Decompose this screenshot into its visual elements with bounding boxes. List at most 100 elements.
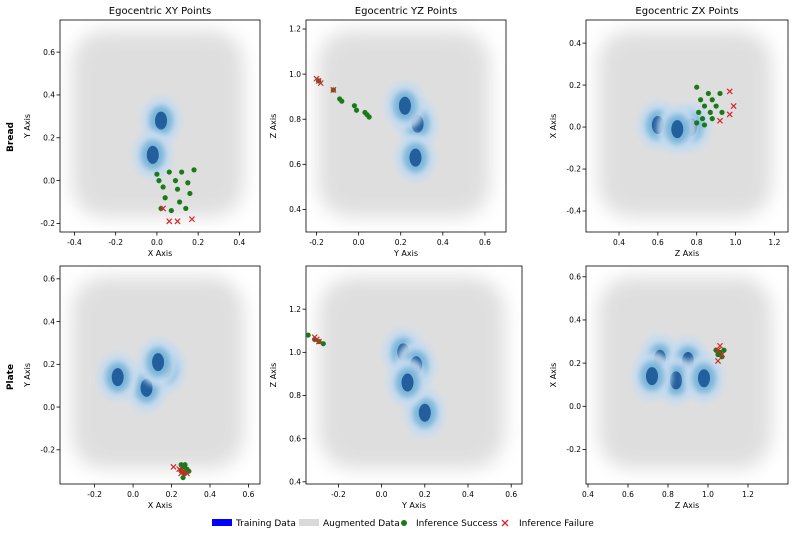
inference-failure-point	[726, 111, 733, 118]
x-tick-label: 1.2	[742, 490, 754, 499]
x-tick-label: 0.0	[151, 238, 163, 247]
legend-augmented-label: Augmented Data	[323, 519, 400, 529]
x-tick-label: -0.2	[331, 490, 346, 499]
y-tick-label: 0.6	[569, 272, 581, 281]
inference-failure-point	[170, 463, 177, 470]
y-tick-label: 1.2	[289, 305, 301, 314]
density-layer	[72, 30, 244, 218]
x-tick-label: 0.2	[192, 238, 204, 247]
inference-success-point	[696, 109, 702, 115]
y-tick-label: -0.2	[40, 446, 55, 455]
y-axis-label: Y Axis	[23, 363, 32, 388]
inference-failure-point	[718, 351, 726, 358]
y-tick-label: 0.2	[43, 133, 55, 142]
chart-title: Egocentric YZ Points	[355, 6, 457, 17]
x-tick-label: 0.4	[204, 490, 216, 499]
training-density-peak	[111, 368, 124, 387]
training-density-peak	[401, 373, 414, 392]
legend: Training Data Augmented Data Inference S…	[212, 519, 594, 529]
inference-success-point	[168, 207, 174, 214]
chart-panel-3: 0.4 0.6 0.8 1.0 1.2 -0.4 -0.2 0.0 0.2 0.4 Z Axis X …	[549, 6, 789, 258]
inference-success-point	[339, 98, 345, 104]
training-density-peak	[670, 371, 682, 390]
x-axis-label: X Axis	[148, 501, 173, 510]
density-layer	[72, 276, 244, 469]
inference-success-point	[183, 205, 189, 212]
x-tick-label: 0.8	[691, 238, 703, 247]
inference-success-point	[166, 169, 172, 175]
inference-failure-point	[730, 103, 737, 110]
x-tick-label: 0.4	[613, 238, 625, 247]
y-tick-label: -0.2	[566, 445, 581, 454]
inference-failure-point	[183, 470, 190, 477]
y-tick-label: -0.2	[40, 219, 55, 228]
x-tick-label: 0.4	[437, 238, 449, 247]
legend-augmented-swatch	[299, 519, 319, 526]
y-tick-label: 0.4	[289, 205, 301, 214]
inference-success-point	[191, 167, 197, 173]
y-tick-label: 0.6	[289, 434, 301, 443]
inference-success-point	[176, 199, 183, 205]
density-layer	[598, 30, 772, 218]
inference-success-point	[701, 103, 708, 109]
row-label-plate: Plate	[6, 364, 16, 390]
x-tick-label: 0.0	[127, 490, 139, 499]
legend-training-swatch	[212, 519, 232, 526]
x-tick-label: -0.2	[108, 238, 123, 247]
plot-frame	[305, 265, 523, 485]
inference-success-point	[179, 169, 185, 175]
inference-success-point	[185, 180, 191, 186]
inference-success-point	[156, 178, 162, 184]
plot-frame	[305, 19, 507, 233]
x-tick-label: 0.0	[353, 238, 365, 247]
chart-title: Egocentric ZX Points	[635, 6, 738, 17]
y-tick-label: 0.0	[43, 176, 55, 185]
training-density-peak	[155, 111, 168, 130]
inference-success-point	[187, 190, 193, 197]
inference-success-point	[717, 90, 723, 97]
y-tick-label: 0.0	[569, 402, 581, 411]
y-tick-label: 0.8	[289, 391, 301, 400]
inference-failure-point	[317, 80, 324, 87]
inference-success-point	[699, 116, 706, 122]
x-tick-label: 0.6	[242, 490, 254, 499]
chart-panel-1: -0.4 -0.2 0.0 0.2 0.4 -0.2 0.0 0.2 0.4 0.6 X Axis Y…	[23, 6, 261, 258]
x-tick-label: 0.0	[376, 490, 388, 499]
inference-failure-point	[714, 357, 722, 364]
legend-failure-marker	[501, 519, 509, 527]
inference-success-point	[160, 184, 166, 190]
inference-success-point	[713, 103, 719, 109]
legend-failure-label: Inference Failure	[519, 519, 594, 529]
x-tick-label: 1.0	[730, 238, 742, 247]
inference-failure-point	[726, 88, 733, 95]
inference-success-point	[154, 171, 160, 177]
training-density-peak	[698, 369, 710, 388]
x-axis-label: Z Axis	[675, 249, 700, 258]
y-tick-label: 0.0	[569, 123, 581, 132]
training-density-peak	[398, 96, 411, 115]
chart-title: Egocentric XY Points	[109, 6, 211, 17]
density-layer	[318, 276, 505, 469]
x-axis-label: X Axis	[148, 249, 173, 258]
inference-success-point	[174, 186, 181, 192]
y-tick-label: -0.4	[566, 207, 581, 216]
y-tick-label: 1.0	[289, 348, 301, 357]
inference-success-point	[353, 107, 360, 113]
x-tick-label: 0.2	[166, 490, 178, 499]
y-tick-label: 1.0	[289, 70, 301, 79]
x-tick-label: 1.0	[702, 490, 714, 499]
density-layer	[598, 276, 772, 469]
legend-success-label: Inference Success	[416, 519, 498, 529]
x-tick-label: -0.2	[87, 490, 102, 499]
inference-success-point	[721, 347, 727, 353]
y-tick-label: 0.2	[43, 360, 55, 369]
x-tick-label: 0.2	[395, 238, 407, 247]
y-axis-label: Z Axis	[269, 114, 278, 139]
chart-panel-5: -0.2 0.0 0.2 0.4 0.6 0.4 0.6 0.8 1.0 1.2 Y Axis Z A…	[269, 265, 523, 510]
y-tick-label: 0.4	[43, 317, 55, 326]
x-axis-label: Z Axis	[675, 501, 700, 510]
chart-panel-4: -0.2 0.0 0.2 0.4 0.6 -0.2 0.0 0.2 0.4 0.6 X Axis Y …	[23, 265, 261, 510]
x-tick-label: -0.2	[309, 238, 324, 247]
x-tick-label: 0.6	[479, 238, 491, 247]
